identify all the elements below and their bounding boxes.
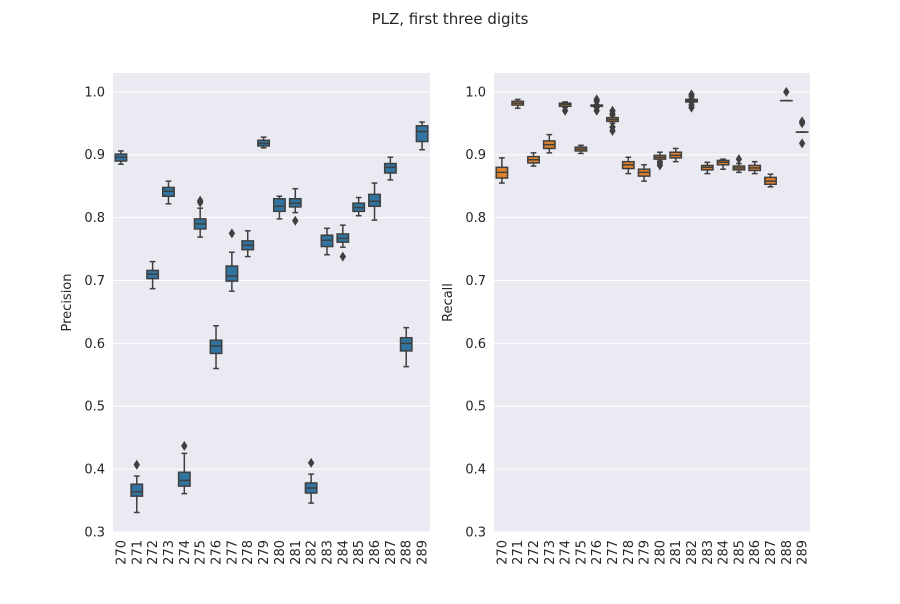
x-tick-label: 283 [320,540,335,565]
box-iqr [210,340,221,353]
box-iqr [385,164,396,173]
x-tick-label: 280 [273,540,288,565]
x-tick-label: 279 [638,540,653,565]
y-tick-label: 0.3 [465,526,486,541]
x-tick-label: 283 [701,540,716,565]
x-tick-label: 285 [732,540,747,565]
y-tick-label: 0.8 [465,211,486,226]
x-tick-label: 273 [543,540,558,565]
x-tick-label: 276 [210,540,225,565]
y-tick-label: 0.3 [84,526,105,541]
x-tick-label: 277 [606,540,621,565]
y-tick-label: 0.6 [84,337,105,352]
x-tick-label: 276 [590,540,605,565]
x-tick-label: 278 [241,540,256,565]
y-axis-label: Precision [60,273,75,331]
x-tick-label: 277 [225,540,240,565]
plot-area [494,73,810,532]
box-iqr [179,472,190,486]
x-tick-label: 282 [305,540,320,565]
x-tick-label: 285 [352,540,367,565]
y-tick-label: 0.8 [84,211,105,226]
x-tick-label: 271 [130,540,145,565]
x-tick-label: 273 [162,540,177,565]
x-tick-label: 287 [764,540,779,565]
y-tick-label: 0.7 [465,274,486,289]
box-iqr [401,338,412,351]
box-iqr [274,199,285,212]
x-tick-label: 278 [622,540,637,565]
figure-title: PLZ, first three digits [0,10,900,28]
y-axis-label: Recall [441,283,456,322]
x-tick-label: 289 [416,540,431,565]
x-tick-label: 274 [559,540,574,565]
x-tick-label: 284 [717,540,732,565]
box-iqr [131,484,142,496]
x-tick-label: 284 [336,540,351,565]
y-tick-label: 0.5 [465,400,486,415]
y-tick-label: 0.7 [84,274,105,289]
y-tick-label: 0.4 [465,463,486,478]
y-tick-label: 0.5 [84,400,105,415]
box-iqr [226,266,237,281]
x-tick-label: 271 [511,540,526,565]
x-tick-label: 281 [669,540,684,565]
x-tick-label: 272 [527,540,542,565]
x-tick-label: 288 [780,540,795,565]
plot-area [113,73,430,532]
x-tick-label: 286 [748,540,763,565]
x-tick-label: 275 [574,540,589,565]
x-tick-label: 287 [384,540,399,565]
x-tick-label: 282 [685,540,700,565]
x-tick-label: 272 [146,540,161,565]
y-tick-label: 0.4 [84,463,105,478]
box-iqr [416,126,427,142]
y-tick-label: 1.0 [465,85,486,100]
x-tick-label: 275 [194,540,209,565]
x-tick-label: 270 [495,540,510,565]
box-iqr [369,194,380,206]
y-tick-label: 1.0 [84,85,105,100]
x-tick-label: 289 [796,540,811,565]
y-tick-label: 0.6 [465,337,486,352]
x-tick-label: 279 [257,540,272,565]
x-tick-label: 280 [653,540,668,565]
x-tick-label: 281 [289,540,304,565]
x-tick-label: 274 [178,540,193,565]
y-tick-label: 0.9 [465,148,486,163]
y-tick-label: 0.9 [84,148,105,163]
x-tick-label: 288 [400,540,415,565]
x-tick-label: 286 [368,540,383,565]
x-tick-label: 270 [114,540,129,565]
